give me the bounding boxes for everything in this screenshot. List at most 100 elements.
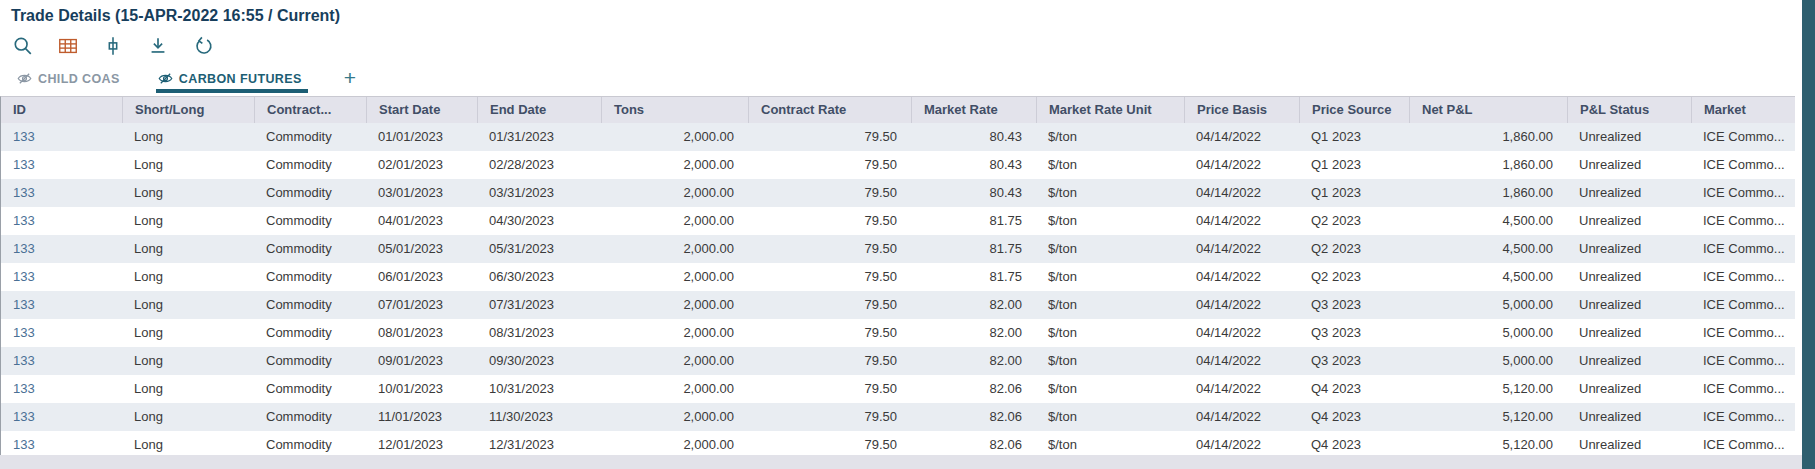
column-header-market-rate-unit[interactable]: Market Rate Unit: [1036, 97, 1184, 123]
tab-carbon-futures[interactable]: CARBON FUTURES: [156, 68, 308, 93]
cell: Commodity: [254, 235, 366, 263]
column-header-p-l-status[interactable]: P&L Status: [1567, 97, 1691, 123]
trade-id-link[interactable]: 133: [1, 235, 122, 263]
cell: 5,120.00: [1409, 375, 1567, 403]
cell: 79.50: [748, 235, 911, 263]
download-icon: [147, 35, 169, 57]
column-header-market[interactable]: Market: [1691, 97, 1796, 123]
cell: Q2 2023: [1299, 235, 1409, 263]
trade-id-link[interactable]: 133: [1, 179, 122, 207]
trade-id-link[interactable]: 133: [1, 347, 122, 375]
table-row[interactable]: 133LongCommodity10/01/202310/31/20232,00…: [1, 375, 1795, 403]
cell: $/ton: [1036, 403, 1184, 431]
trade-id-link[interactable]: 133: [1, 123, 122, 151]
cell: Commodity: [254, 319, 366, 347]
cell: Q3 2023: [1299, 291, 1409, 319]
cell: 04/14/2022: [1184, 319, 1299, 347]
column-header-contract[interactable]: Contract...: [254, 97, 366, 123]
cell: 04/14/2022: [1184, 347, 1299, 375]
column-header-id[interactable]: ID: [1, 97, 122, 123]
eye-slash-icon: [17, 71, 32, 86]
tab-bar: CHILD COAS CARBON FUTURES +: [0, 64, 1815, 93]
table-row[interactable]: 133LongCommodity02/01/202302/28/20232,00…: [1, 151, 1795, 179]
right-panel-edge[interactable]: [1802, 0, 1815, 469]
cell: 81.75: [911, 263, 1036, 291]
table-row[interactable]: 133LongCommodity11/01/202311/30/20232,00…: [1, 403, 1795, 431]
cell: 79.50: [748, 375, 911, 403]
cell: Unrealized: [1567, 347, 1691, 375]
tab-child-coas[interactable]: CHILD COAS: [15, 68, 126, 93]
search-icon: [12, 35, 34, 57]
cell: 79.50: [748, 263, 911, 291]
table-row[interactable]: 133LongCommodity01/01/202301/31/20232,00…: [1, 123, 1795, 151]
trade-id-link[interactable]: 133: [1, 207, 122, 235]
cell: ICE Commo...: [1691, 263, 1796, 291]
trade-id-link[interactable]: 133: [1, 403, 122, 431]
table-row[interactable]: 133LongCommodity06/01/202306/30/20232,00…: [1, 263, 1795, 291]
cell: 5,000.00: [1409, 347, 1567, 375]
trade-id-link[interactable]: 133: [1, 151, 122, 179]
cell: 79.50: [748, 123, 911, 151]
column-header-net-p-l[interactable]: Net P&L: [1409, 97, 1567, 123]
cell: ICE Commo...: [1691, 403, 1796, 431]
grid-view-button[interactable]: [56, 34, 80, 58]
column-header-contract-rate[interactable]: Contract Rate: [748, 97, 911, 123]
horizontal-scrollbar-track[interactable]: [0, 455, 1802, 469]
trade-id-link[interactable]: 133: [1, 291, 122, 319]
grid-header-row: IDShort/LongContract...Start DateEnd Dat…: [1, 97, 1795, 123]
trade-id-link[interactable]: 133: [1, 319, 122, 347]
cell: Long: [122, 347, 254, 375]
column-header-price-basis[interactable]: Price Basis: [1184, 97, 1299, 123]
cell: 2,000.00: [601, 151, 748, 179]
cell: 10/31/2023: [477, 375, 601, 403]
column-header-short-long[interactable]: Short/Long: [122, 97, 254, 123]
fit-columns-button[interactable]: [101, 34, 125, 58]
cell: $/ton: [1036, 151, 1184, 179]
cell: Long: [122, 403, 254, 431]
cell: Long: [122, 319, 254, 347]
cell: ICE Commo...: [1691, 123, 1796, 151]
cell: 06/01/2023: [366, 263, 477, 291]
cell: 82.06: [911, 375, 1036, 403]
cell: ICE Commo...: [1691, 207, 1796, 235]
table-row[interactable]: 133LongCommodity09/01/202309/30/20232,00…: [1, 347, 1795, 375]
download-button[interactable]: [146, 34, 170, 58]
trade-id-link[interactable]: 133: [1, 375, 122, 403]
cell: 79.50: [748, 207, 911, 235]
cell: 80.43: [911, 123, 1036, 151]
cell: 11/01/2023: [366, 403, 477, 431]
column-header-market-rate[interactable]: Market Rate: [911, 97, 1036, 123]
cell: ICE Commo...: [1691, 235, 1796, 263]
toolbar: [0, 25, 1815, 59]
cell: 2,000.00: [601, 375, 748, 403]
add-tab-button[interactable]: +: [338, 69, 362, 93]
cell: Unrealized: [1567, 291, 1691, 319]
cell: Unrealized: [1567, 263, 1691, 291]
tab-label: CHILD COAS: [38, 72, 120, 86]
trade-id-link[interactable]: 133: [1, 263, 122, 291]
cell: 06/30/2023: [477, 263, 601, 291]
cell: Unrealized: [1567, 151, 1691, 179]
cell: Q1 2023: [1299, 123, 1409, 151]
column-header-price-source[interactable]: Price Source: [1299, 97, 1409, 123]
cell: Unrealized: [1567, 403, 1691, 431]
cell: ICE Commo...: [1691, 179, 1796, 207]
column-header-start-date[interactable]: Start Date: [366, 97, 477, 123]
cell: 04/14/2022: [1184, 291, 1299, 319]
column-header-end-date[interactable]: End Date: [477, 97, 601, 123]
cell: 80.43: [911, 179, 1036, 207]
table-row[interactable]: 133LongCommodity08/01/202308/31/20232,00…: [1, 319, 1795, 347]
table-row[interactable]: 133LongCommodity07/01/202307/31/20232,00…: [1, 291, 1795, 319]
cell: Q3 2023: [1299, 319, 1409, 347]
cell: 2,000.00: [601, 347, 748, 375]
cell: 2,000.00: [601, 291, 748, 319]
table-row[interactable]: 133LongCommodity03/01/202303/31/20232,00…: [1, 179, 1795, 207]
undo-button[interactable]: [191, 34, 215, 58]
table-row[interactable]: 133LongCommodity04/01/202304/30/20232,00…: [1, 207, 1795, 235]
cell: 2,000.00: [601, 263, 748, 291]
table-row[interactable]: 133LongCommodity05/01/202305/31/20232,00…: [1, 235, 1795, 263]
cell: Long: [122, 263, 254, 291]
cell: Unrealized: [1567, 123, 1691, 151]
column-header-tons[interactable]: Tons: [601, 97, 748, 123]
search-button[interactable]: [11, 34, 35, 58]
